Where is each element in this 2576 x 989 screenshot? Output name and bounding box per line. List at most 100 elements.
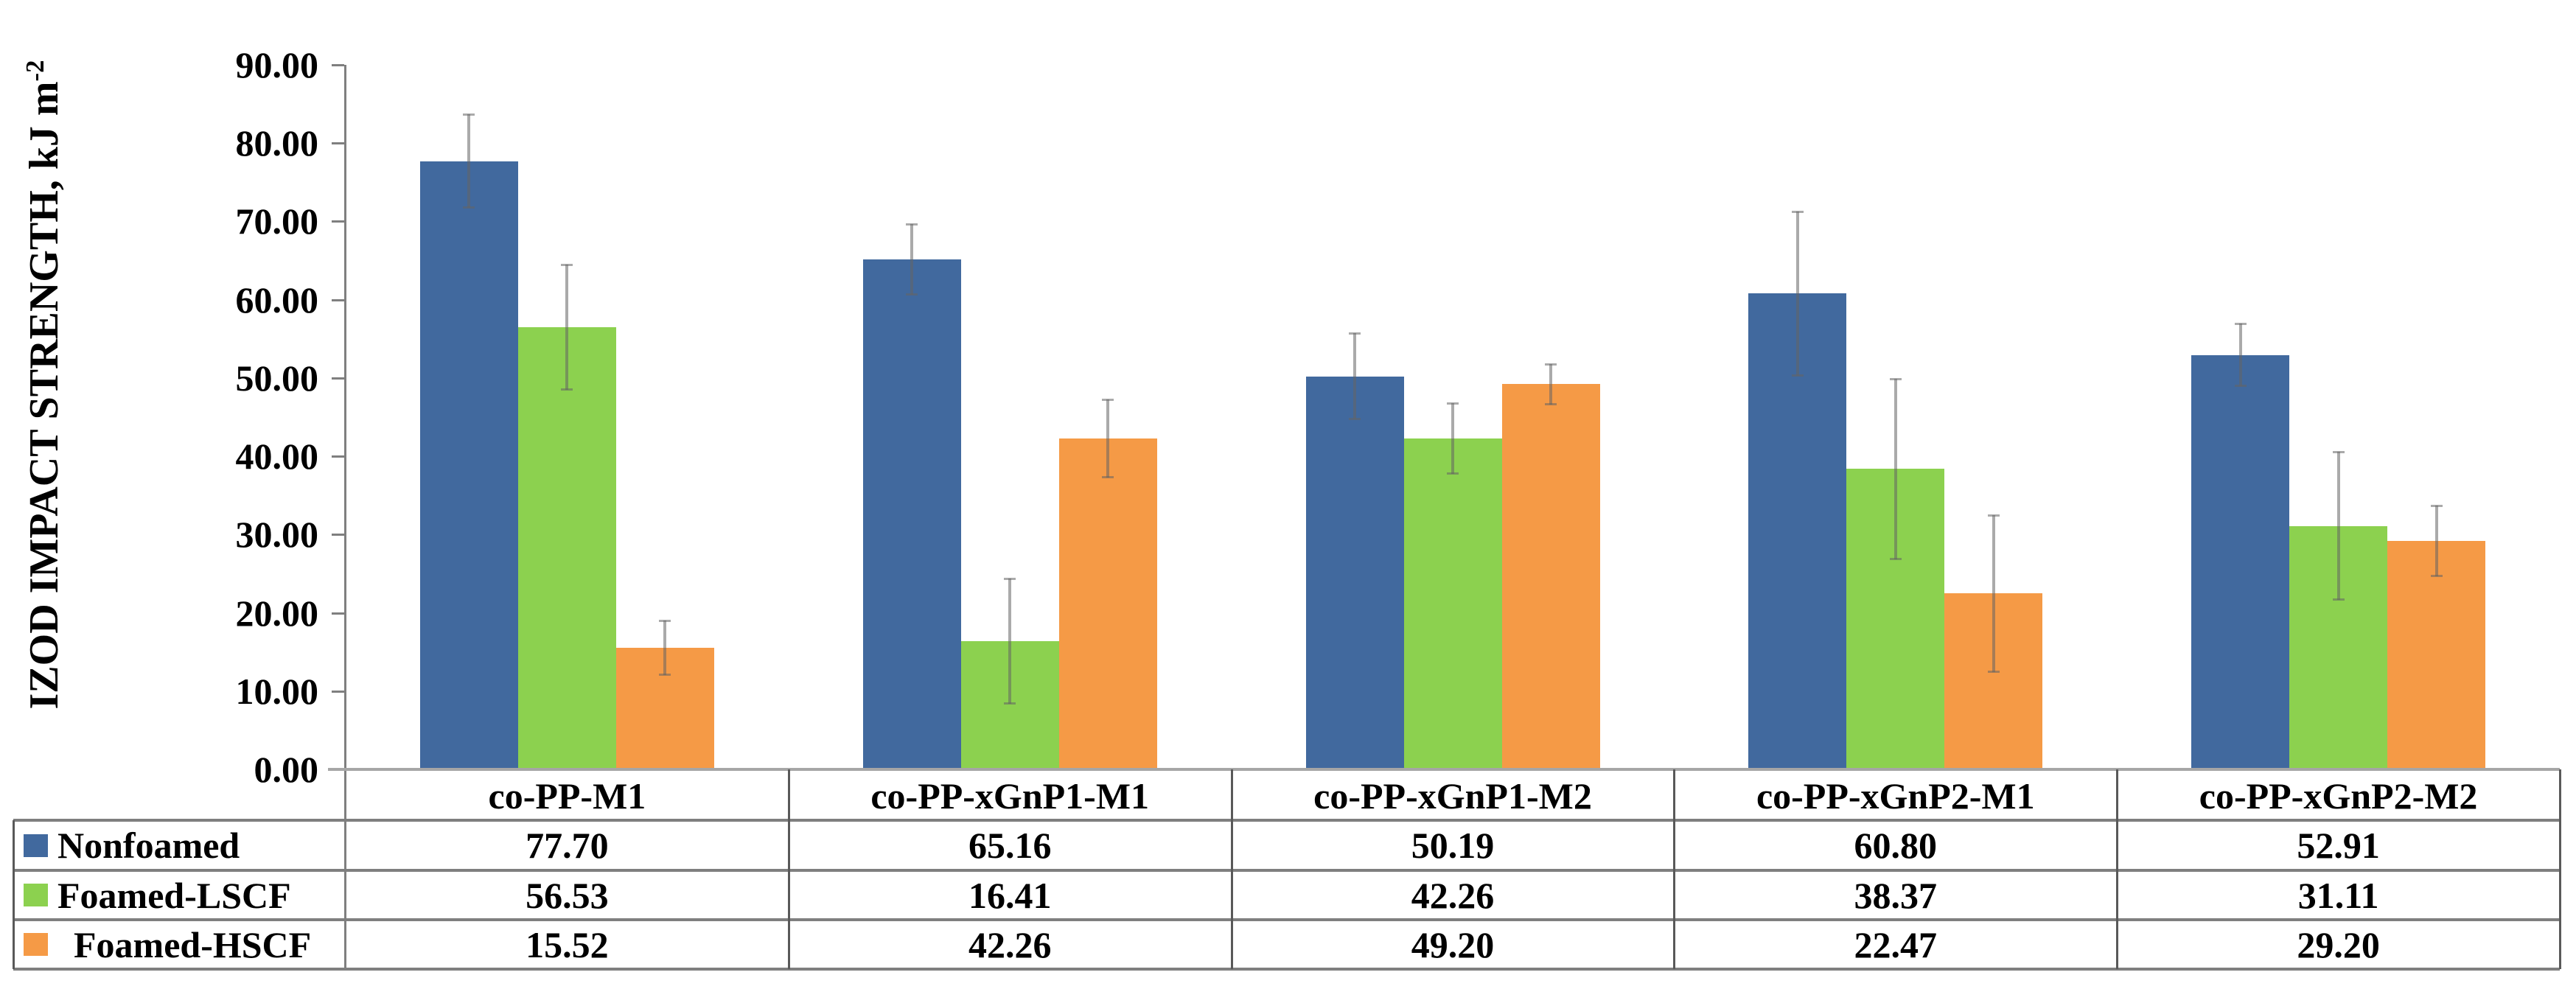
error-bar-nonfoamed-co-pp-xgnp2-m2 [2238,324,2242,387]
error-bar-cap-bottom [1889,557,1902,560]
y-axis-tick [332,64,344,66]
bar-nonfoamed-co-pp-xgnp1-m2 [1305,376,1404,769]
table-cell-foamed-hscf-co-pp-xgnp2-m2: 29.20 [2297,923,2380,965]
error-bar-cap-top [1545,363,1557,366]
bar-nonfoamed-co-pp-xgnp2-m2 [2191,354,2290,769]
table-border-horizontal [13,869,2560,872]
category-label-co-pp-xgnp1-m1: co-PP-xGnP1-M1 [870,775,1150,817]
table-border-horizontal [13,819,2560,822]
error-bar-cap-bottom [1102,476,1114,479]
legend-label-foamed-lscf: Foamed-LSCF [57,874,291,916]
table-cell-foamed-hscf-co-pp-m1: 15.52 [526,923,609,965]
y-tick-label-70.00: 70.00 [235,200,319,242]
table-cell-nonfoamed-co-pp-m1: 77.70 [526,825,609,866]
y-axis-title: IZOD IMPACT STRENGTH, kJ m-2 [6,0,68,901]
table-column-divider [787,769,790,969]
table-border-horizontal [13,968,2560,971]
error-bar-cap-bottom [561,388,573,391]
error-bar-cap-top [1987,514,2000,517]
error-bar-nonfoamed-co-pp-xgnp2-m1 [1795,211,1799,376]
bar-foamed-hscf-co-pp-xgnp1-m2 [1501,384,1600,769]
error-bar-nonfoamed-co-pp-xgnp1-m2 [1353,333,1356,420]
y-axis-tick [332,455,344,458]
error-bar-nonfoamed-co-pp-m1 [467,113,471,209]
table-cell-nonfoamed-co-pp-xgnp2-m2: 52.91 [2297,825,2380,866]
error-bar-cap-top [1349,332,1361,335]
y-axis-tick [332,690,344,693]
bar-foamed-lscf-co-pp-m1 [517,326,616,769]
error-bar-cap-bottom [1987,670,2000,673]
table-cell-nonfoamed-co-pp-xgnp1-m2: 50.19 [1411,825,1495,866]
y-tick-label-80.00: 80.00 [235,122,319,164]
y-axis-tick [332,142,344,145]
table-cell-foamed-lscf-co-pp-xgnp1-m2: 42.26 [1411,874,1495,916]
category-label-co-pp-m1: co-PP-M1 [488,775,646,817]
legend-swatch-nonfoamed [24,834,48,857]
table-cell-nonfoamed-co-pp-xgnp1-m1: 65.16 [968,825,1052,866]
error-bar-cap-top [2332,450,2345,453]
error-bar-foamed-lscf-co-pp-xgnp1-m2 [1451,403,1454,474]
error-bar-foamed-lscf-co-pp-xgnp2-m1 [1893,379,1897,559]
error-bar-foamed-hscf-co-pp-xgnp1-m1 [1106,399,1110,478]
error-bar-cap-bottom [2234,385,2247,388]
legend-label-foamed-hscf: Foamed-HSCF [74,923,312,965]
legend-label-nonfoamed: Nonfoamed [57,825,240,866]
bar-foamed-lscf-co-pp-xgnp1-m2 [1403,438,1502,769]
table-cell-foamed-lscf-co-pp-xgnp1-m1: 16.41 [968,874,1052,916]
error-bar-cap-bottom [1349,418,1361,421]
bar-nonfoamed-co-pp-xgnp1-m1 [862,259,961,769]
error-bar-cap-bottom [1791,374,1804,377]
y-tick-label-90.00: 90.00 [235,44,319,85]
error-bar-cap-bottom [2332,598,2345,601]
error-bar-foamed-lscf-co-pp-xgnp2-m2 [2336,451,2340,601]
error-bar-cap-bottom [2430,574,2443,577]
y-tick-label-50.00: 50.00 [235,357,319,399]
error-bar-cap-top [1447,402,1459,405]
error-bar-cap-bottom [906,293,918,296]
y-axis-title-superscript: -2 [21,60,49,82]
error-bar-foamed-lscf-co-pp-xgnp1-m1 [1008,578,1012,704]
y-axis-tick [332,298,344,301]
y-tick-label-0.00: 0.00 [254,749,319,790]
table-column-divider [2116,769,2119,969]
error-bar-foamed-hscf-co-pp-m1 [663,620,667,676]
table-cell-foamed-lscf-co-pp-m1: 56.53 [526,874,609,916]
table-cell-foamed-hscf-co-pp-xgnp2-m1: 22.47 [1854,923,1938,965]
table-cell-foamed-hscf-co-pp-xgnp1-m2: 49.20 [1411,923,1495,965]
error-bar-cap-top [2234,323,2247,326]
error-bar-cap-top [906,223,918,226]
table-cell-foamed-lscf-co-pp-xgnp2-m1: 38.37 [1854,874,1938,916]
error-bar-cap-bottom [659,674,671,677]
x-axis-baseline [328,768,2560,771]
table-cell-foamed-lscf-co-pp-xgnp2-m2: 31.11 [2297,874,2379,916]
error-bar-cap-top [2430,505,2443,508]
category-label-co-pp-xgnp2-m1: co-PP-xGnP2-M1 [1756,775,2035,817]
error-bar-cap-top [1791,210,1804,213]
table-column-divider [1230,769,1233,969]
error-bar-cap-top [463,113,475,116]
category-label-co-pp-xgnp2-m2: co-PP-xGnP2-M2 [2199,775,2478,817]
y-axis-tick [332,612,344,615]
y-tick-label-20.00: 20.00 [235,592,319,634]
y-axis-tick [332,534,344,537]
table-cell-foamed-hscf-co-pp-xgnp1-m1: 42.26 [968,923,1052,965]
error-bar-foamed-hscf-co-pp-xgnp2-m1 [1992,515,1995,672]
bar-foamed-hscf-co-pp-xgnp2-m2 [2387,540,2486,769]
category-label-co-pp-xgnp1-m2: co-PP-xGnP1-M2 [1313,775,1592,817]
table-border-horizontal [13,918,2560,921]
y-axis-title-text: IZOD IMPACT STRENGTH, kJ m [21,81,68,710]
table-border-left [13,820,15,969]
error-bar-foamed-hscf-co-pp-xgnp2-m2 [2434,506,2438,576]
y-axis-tick [332,377,344,380]
error-bar-cap-top [561,263,573,266]
bar-nonfoamed-co-pp-m1 [419,161,518,769]
y-tick-label-40.00: 40.00 [235,436,319,478]
y-tick-label-30.00: 30.00 [235,514,319,556]
legend-swatch-foamed-hscf [24,933,48,956]
error-bar-nonfoamed-co-pp-xgnp1-m1 [910,224,914,295]
table-cell-nonfoamed-co-pp-xgnp2-m1: 60.80 [1854,825,1938,866]
error-bar-cap-top [1889,378,1902,381]
table-column-divider [1673,769,1676,969]
error-bar-cap-bottom [1447,472,1459,475]
